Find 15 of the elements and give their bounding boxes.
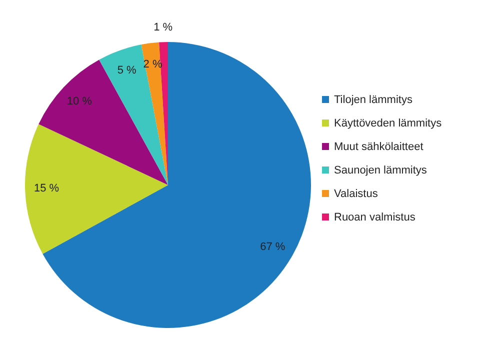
pie-slice [141,42,168,185]
legend-label: Käyttöveden lämmitys [334,117,442,130]
legend-label: Muut sähkölaitteet [334,140,424,153]
legend-label: Tilojen lämmitys [334,94,413,106]
legend-label: Valaistus [334,188,378,200]
data-label: 10 % [66,96,92,108]
data-label: 1 % [154,22,173,34]
pie-slice [25,124,168,254]
data-label: 5 % [117,64,137,77]
legend-label: Ruoan valmistus [334,211,416,224]
pie-slice [38,60,168,185]
pie-slice [99,44,168,185]
legend-label: Saunojen lämmitys [334,164,428,176]
data-label: 15 % [34,182,60,195]
data-label: 67 % [260,240,286,253]
